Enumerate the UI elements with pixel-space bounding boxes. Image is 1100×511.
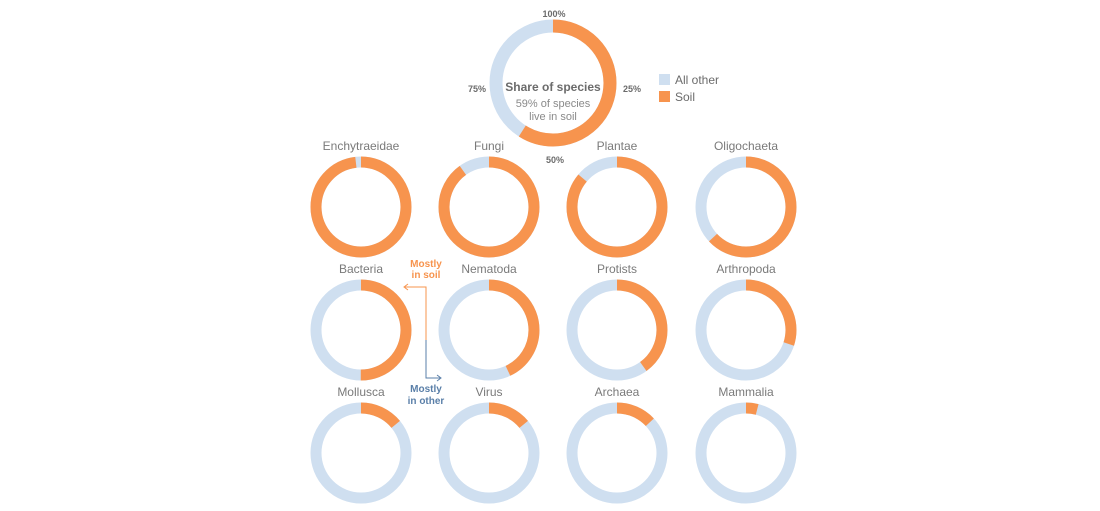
mollusca-soil-arc <box>310 402 412 504</box>
protists-soil-arc <box>566 279 668 381</box>
hint-soil-line-2: in soil <box>412 270 441 281</box>
arthropoda-soil-arc <box>695 279 797 381</box>
legend-label-all-other: All other <box>675 73 719 87</box>
hint-arrow-soil <box>405 286 427 340</box>
archaea-label: Archaea <box>595 385 640 399</box>
plantae-label: Plantae <box>597 139 638 153</box>
nematoda-label: Nematoda <box>461 262 517 276</box>
hint-soil-line-1: Mostly <box>410 259 442 270</box>
virus-soil-arc <box>438 402 540 504</box>
main-note-line-1: 59% of species <box>516 98 591 110</box>
hint-arrow-other <box>425 340 440 379</box>
tick-50: 50% <box>546 155 564 165</box>
legend-label-soil: Soil <box>675 90 695 104</box>
mollusca-label: Mollusca <box>337 385 385 399</box>
tick-100: 100% <box>542 9 565 19</box>
mammalia-soil-arc <box>695 402 797 504</box>
hint-other-line-2: in other <box>408 396 445 407</box>
mammalia-other-arc <box>695 402 797 504</box>
arthropoda-label: Arthropoda <box>716 262 776 276</box>
oligochaeta-soil-arc <box>695 156 797 258</box>
enchytraeidae-soil-arc <box>310 156 412 258</box>
tick-25: 25% <box>623 84 641 94</box>
tick-75: 75% <box>468 84 486 94</box>
main-donut: Share of species 59% of species live in … <box>468 9 641 165</box>
bacteria-soil-arc <box>310 279 412 381</box>
mammalia-label: Mammalia <box>718 385 774 399</box>
legend-swatch-all-other <box>659 74 670 85</box>
direction-hint: Mostly in soil Mostly in other <box>403 259 445 407</box>
hint-arrowhead-other <box>436 374 442 382</box>
fungi-soil-arc <box>438 156 540 258</box>
fungi-label: Fungi <box>474 139 504 153</box>
virus-label: Virus <box>475 385 502 399</box>
main-note-line-2: live in soil <box>529 111 577 123</box>
nematoda-soil-arc <box>438 279 540 381</box>
plantae-soil-arc <box>566 156 668 258</box>
chart-title: Share of species <box>505 80 601 94</box>
protists-label: Protists <box>597 262 637 276</box>
archaea-soil-arc <box>566 402 668 504</box>
legend-swatch-soil <box>659 91 670 102</box>
bacteria-label: Bacteria <box>339 262 383 276</box>
main-donut-soil-arc <box>489 19 617 147</box>
legend: All other Soil <box>659 73 719 104</box>
hint-other-line-1: Mostly <box>410 384 442 395</box>
category-donut-grid: Enchytraeidae Fungi Plantae Oligochaeta Bact… <box>310 139 797 504</box>
hint-arrowhead-soil <box>403 283 409 291</box>
oligochaeta-label: Oligochaeta <box>714 139 778 153</box>
enchytraeidae-label: Enchytraeidae <box>323 139 400 153</box>
